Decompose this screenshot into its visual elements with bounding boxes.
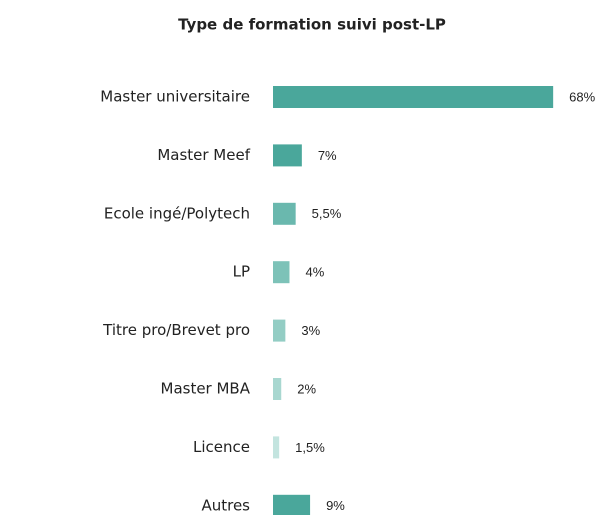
bar bbox=[273, 261, 290, 284]
category-label: Licence bbox=[193, 438, 250, 456]
chart-title: Type de formation suivi post-LP bbox=[178, 16, 446, 34]
bar bbox=[273, 494, 311, 515]
value-label: 3% bbox=[301, 323, 320, 338]
value-label: 1,5% bbox=[295, 440, 325, 455]
category-label: Master MBA bbox=[161, 380, 251, 398]
bar bbox=[273, 202, 296, 225]
category-label: Master universitaire bbox=[100, 88, 250, 106]
bar bbox=[273, 86, 554, 108]
value-label: 68% bbox=[569, 89, 595, 104]
category-label: Autres bbox=[201, 496, 250, 514]
bar bbox=[273, 436, 280, 459]
value-label: 2% bbox=[297, 381, 316, 396]
bar bbox=[273, 378, 282, 400]
value-label: 9% bbox=[326, 498, 345, 513]
category-label: Titre pro/Brevet pro bbox=[102, 321, 250, 339]
value-label: 4% bbox=[305, 265, 324, 280]
value-label: 5,5% bbox=[312, 206, 342, 221]
category-label: Master Meef bbox=[157, 146, 250, 164]
category-label: Ecole ingé/Polytech bbox=[104, 204, 250, 222]
value-label: 7% bbox=[318, 148, 337, 163]
category-label: LP bbox=[233, 263, 250, 281]
bar bbox=[273, 319, 286, 342]
bar bbox=[273, 144, 302, 167]
